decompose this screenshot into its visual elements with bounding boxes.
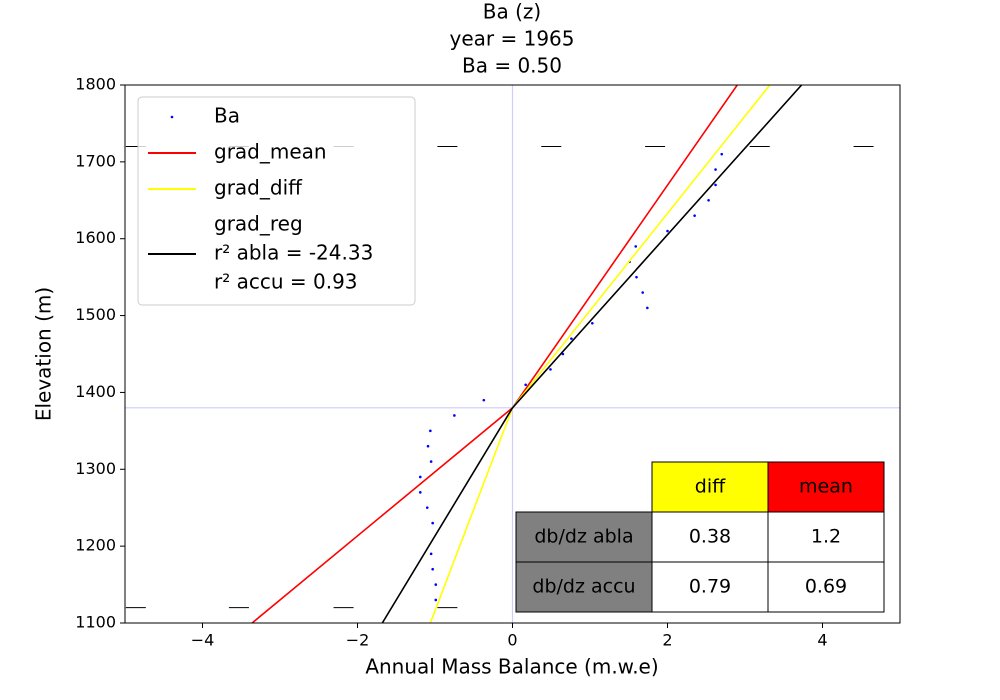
data-point (431, 567, 434, 571)
data-point (570, 337, 573, 340)
data-point (482, 398, 486, 402)
data-point (666, 229, 669, 233)
y-axis-label: Elevation (m) (32, 287, 56, 421)
data-point (714, 183, 717, 187)
table-row-label: db/dz abla (534, 526, 633, 548)
table-value: 1.2 (811, 526, 841, 548)
data-point (426, 444, 430, 448)
x-axis-label: Annual Mass Balance (m.w.e) (365, 655, 658, 679)
y-tick-label: 1800 (75, 75, 116, 94)
legend-symbol (170, 115, 174, 119)
table-value: 0.79 (689, 576, 731, 598)
table-row-label: db/dz accu (532, 576, 635, 598)
y-tick-label: 1400 (75, 382, 116, 401)
table-header-cell (767, 461, 885, 513)
chart-title: Ba = 0.50 (462, 54, 562, 78)
legend-label: grad_reg (214, 212, 303, 236)
data-point (720, 152, 724, 156)
table-header: mean (799, 476, 853, 498)
table-cell (651, 561, 769, 613)
table-cell (767, 561, 885, 613)
table-row-header-cell (515, 511, 653, 563)
legend-box (137, 96, 416, 306)
data-point (425, 506, 429, 510)
data-point (429, 460, 433, 463)
data-point (431, 521, 434, 525)
data-point (524, 383, 527, 387)
table-value: 0.69 (805, 576, 847, 598)
data-point (429, 429, 432, 433)
legend-label: r² accu = 0.93 (214, 270, 358, 294)
chart-title: Ba (z) (483, 0, 541, 24)
data-point (714, 168, 717, 171)
data-point (429, 552, 433, 556)
chart-title: year = 1965 (450, 27, 575, 51)
y-tick-label: 1700 (75, 151, 116, 170)
data-point (418, 491, 422, 494)
x-tick-label: −2 (346, 631, 370, 650)
data-point (693, 214, 696, 217)
legend-label: Ba (214, 104, 240, 128)
x-tick-label: 0 (507, 631, 517, 650)
legend-label: grad_diff (214, 176, 303, 200)
table-header: diff (695, 476, 726, 498)
data-point (646, 306, 649, 310)
y-tick-label: 1100 (75, 613, 116, 632)
data-point (635, 275, 638, 279)
table-header-cell (651, 461, 769, 513)
table-cell (651, 511, 769, 563)
data-point (707, 198, 710, 202)
x-tick-label: 2 (662, 631, 672, 650)
data-point (591, 321, 594, 325)
x-tick-label: −4 (191, 631, 215, 650)
y-tick-label: 1300 (75, 459, 116, 478)
data-point (641, 291, 644, 294)
legend-label: grad_mean (214, 140, 327, 164)
gradient-line (381, 85, 803, 623)
data-point (434, 583, 438, 586)
table-row-header-cell (515, 561, 653, 613)
x-tick-label: 4 (817, 631, 827, 650)
data-point (549, 368, 552, 371)
y-tick-label: 1500 (75, 305, 116, 324)
data-point (634, 245, 638, 248)
y-tick-label: 1200 (75, 536, 116, 555)
legend-label: r² abla = -24.33 (214, 241, 373, 265)
data-point (453, 414, 456, 417)
data-point (418, 475, 422, 479)
y-tick-label: 1600 (75, 228, 116, 247)
data-point (434, 598, 438, 602)
table-value: 0.38 (689, 526, 731, 548)
table-cell (767, 511, 885, 563)
